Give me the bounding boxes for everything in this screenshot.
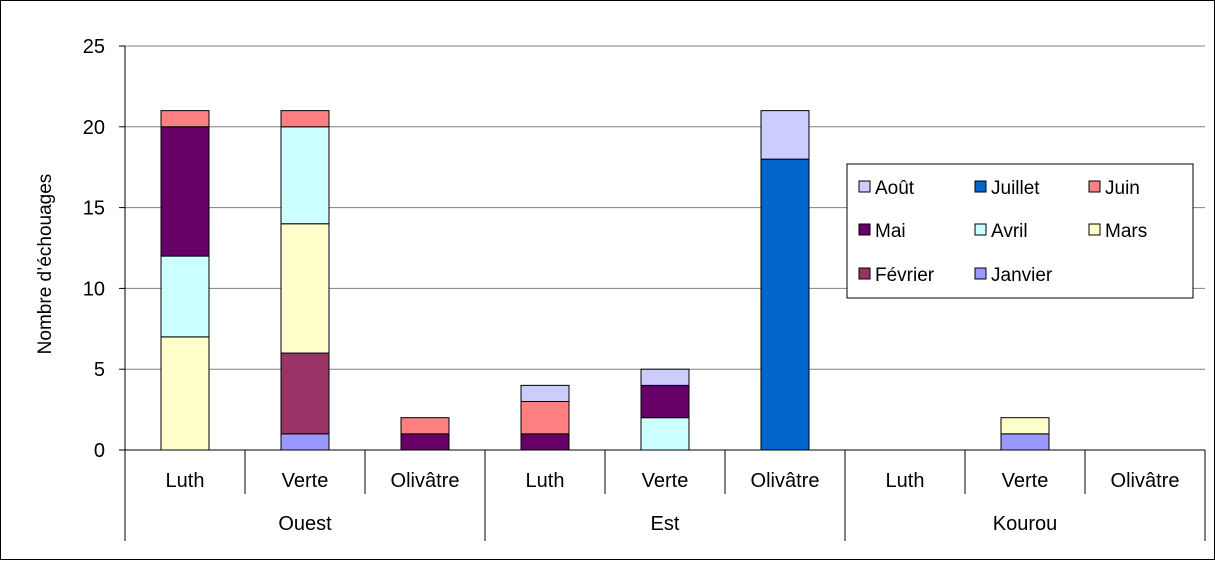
bar-segment-août <box>760 110 810 160</box>
bar-segment-août <box>640 368 690 386</box>
axes <box>119 45 1206 541</box>
bar-segment-juin <box>520 401 570 435</box>
legend-swatch <box>1088 180 1101 193</box>
bar-segment-mars <box>160 336 210 451</box>
legend-swatch <box>1088 223 1101 236</box>
bars <box>160 110 1050 451</box>
bar-segment-août <box>520 384 570 403</box>
bar-segment-juin <box>280 110 330 128</box>
bar-segment-juin <box>160 110 210 128</box>
legend-swatch <box>974 180 987 193</box>
x-group-label: Kourou <box>993 513 1058 535</box>
y-tick-label: 0 <box>94 440 105 462</box>
x-category-label: Olivâtre <box>751 470 820 492</box>
x-category-label: Luth <box>526 470 565 492</box>
x-category-label: Verte <box>1002 470 1049 492</box>
legend-label: Mai <box>875 221 906 242</box>
x-category-label: Luth <box>886 470 925 492</box>
bar-segment-juin <box>400 417 450 435</box>
y-tick-label: 20 <box>83 117 105 139</box>
legend-label: Avril <box>991 221 1028 242</box>
legend-label: Mars <box>1105 221 1147 242</box>
y-tick-label: 5 <box>94 359 105 381</box>
x-category-label: Verte <box>642 470 689 492</box>
bar-segment-janvier <box>280 433 330 451</box>
bar-segment-avril <box>640 417 690 451</box>
legend-swatch <box>858 223 871 236</box>
bar-segment-mai <box>640 384 690 419</box>
x-category-label: Verte <box>282 470 329 492</box>
x-category-label: Luth <box>166 470 205 492</box>
y-tick-label: 15 <box>83 198 105 220</box>
bar-segment-avril <box>280 126 330 225</box>
bar-segment-mai <box>160 126 210 257</box>
bar-segment-janvier <box>1000 433 1050 451</box>
legend-box <box>846 163 1194 299</box>
bar-segment-mars <box>1000 417 1050 435</box>
legend-label: Août <box>875 178 915 199</box>
legend-label: Février <box>875 265 935 286</box>
legend: Août Juillet Juin Mai Avril Mars Février Janvie… <box>846 163 1194 299</box>
legend-label: Juillet <box>991 178 1040 199</box>
bar-segment-mai <box>520 433 570 451</box>
bar-segment-mai <box>400 433 450 451</box>
legend-swatch <box>974 223 987 236</box>
x-group-label: Ouest <box>278 513 332 535</box>
legend-label: Janvier <box>991 265 1053 286</box>
y-axis-label: Nombre d’échouages <box>35 174 56 355</box>
x-category-label: Olivâtre <box>1111 470 1180 492</box>
bar-segment-mars <box>280 223 330 354</box>
bar-segment-février <box>280 352 330 435</box>
y-tick-labels: 0 5 10 15 20 25 <box>83 36 105 462</box>
legend-swatch <box>858 180 871 193</box>
y-tick-label: 10 <box>83 278 105 300</box>
y-tick-label: 25 <box>83 36 105 58</box>
x-category-labels: Luth Verte Olivâtre Luth Verte Olivâtre Luth Ve… <box>166 470 1180 535</box>
bar-segment-juillet <box>760 158 810 451</box>
x-group-label: Est <box>651 513 680 535</box>
bar-segment-avril <box>160 255 210 338</box>
x-category-label: Olivâtre <box>391 470 460 492</box>
legend-swatch <box>974 267 987 280</box>
legend-label: Juin <box>1105 178 1140 199</box>
legend-swatch <box>858 267 871 280</box>
